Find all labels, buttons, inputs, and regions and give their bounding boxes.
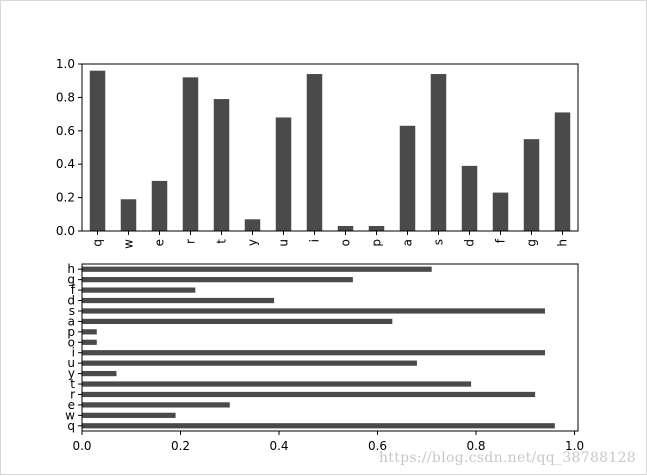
bar-p	[368, 225, 385, 231]
hbar-w	[82, 412, 176, 418]
y-tick-label-t: t	[70, 377, 75, 391]
hbar-p	[82, 329, 97, 335]
y-tick-label-g: g	[67, 273, 75, 287]
y-tick-label-q: q	[67, 419, 75, 433]
vertical-bar-chart: 0.0 0.2 0.4 0.6 0.8 1.0 q w e r t y u i o p a s d f g h	[56, 57, 579, 249]
hbar-q	[82, 423, 555, 429]
bar-a	[399, 125, 416, 231]
bar-e	[151, 180, 168, 231]
x-tick-label-w: w	[122, 239, 136, 249]
x-tick-label-p: p	[370, 239, 384, 247]
x-tick-label-e: e	[153, 239, 167, 246]
bar-o	[337, 225, 354, 231]
y-tick-label-a: a	[68, 314, 75, 328]
x-tick-label-q: q	[91, 239, 105, 247]
hbar-a	[82, 318, 393, 325]
bar-s	[430, 74, 447, 232]
y-tick-label-s: s	[69, 304, 75, 318]
x-tick-label-y: y	[246, 239, 260, 246]
y-tick-label: 0.4	[56, 157, 75, 171]
hbar-g	[82, 277, 353, 283]
x-tick-label-g: g	[525, 239, 539, 247]
y-tick-label-r: r	[70, 387, 75, 401]
hbar-h	[82, 266, 432, 272]
bar-h	[554, 112, 571, 231]
x-tick-label: 0.2	[171, 439, 190, 453]
x-tick-label: 0.8	[466, 439, 485, 453]
y-tick-label-i: i	[72, 346, 75, 360]
x-tick-label-f: f	[494, 238, 508, 243]
bar-d	[461, 165, 478, 231]
bar-q	[89, 70, 106, 232]
bar-u	[275, 117, 292, 231]
x-tick-label-s: s	[432, 239, 446, 245]
x-tick-label: 0.4	[269, 439, 288, 453]
y-tick-label-h: h	[67, 262, 75, 276]
x-tick-label-h: h	[556, 239, 570, 247]
y-tick-label: 1.0	[56, 57, 75, 71]
hbar-r	[82, 391, 536, 398]
y-tick-label-p: p	[67, 325, 75, 339]
y-tick-label-o: o	[68, 335, 75, 349]
plot-frame-top	[81, 63, 579, 232]
bar-i	[306, 74, 323, 232]
y-tick-label-f: f	[71, 283, 76, 297]
bar-y	[244, 219, 261, 231]
x-tick-label-a: a	[401, 239, 415, 246]
hbar-y	[82, 370, 117, 377]
x-tick-label: 0.6	[368, 439, 387, 453]
plot-frame-bottom	[81, 263, 579, 432]
watermark-url: https://blog.csdn.net/qq_38788128	[378, 450, 636, 466]
x-tick-label-t: t	[215, 239, 229, 244]
y-tick-label: 0.0	[56, 224, 75, 238]
x-tick-label: 0.0	[72, 439, 91, 453]
y-tick-label: 0.8	[56, 90, 75, 104]
hbar-d	[82, 297, 275, 304]
bar-r	[182, 77, 199, 231]
y-tick-label-e: e	[68, 398, 75, 412]
hbar-f	[82, 287, 196, 293]
hbar-u	[82, 360, 417, 366]
x-tick-label-o: o	[339, 239, 353, 246]
hbar-e	[82, 402, 230, 408]
hbar-s	[82, 308, 545, 314]
x-tick-label-d: d	[463, 239, 477, 247]
bar-f	[492, 192, 509, 231]
hbar-t	[82, 381, 472, 387]
y-tick-label: 0.2	[56, 191, 75, 205]
x-tick-label: 1.0	[565, 439, 584, 453]
y-tick-label-y: y	[68, 367, 75, 381]
hbar-o	[82, 339, 97, 345]
y-tick-label-d: d	[67, 294, 75, 308]
x-tick-label-i: i	[308, 239, 322, 242]
hbar-i	[82, 350, 545, 356]
y-tick-label-u: u	[67, 356, 75, 370]
y-tick-label: 0.6	[56, 124, 75, 138]
bar-t	[213, 99, 230, 231]
bar-w	[120, 199, 137, 231]
y-tick-label-w: w	[65, 408, 75, 422]
bar-g	[523, 139, 540, 231]
x-tick-label-r: r	[184, 239, 198, 244]
x-tick-label-u: u	[277, 239, 291, 247]
